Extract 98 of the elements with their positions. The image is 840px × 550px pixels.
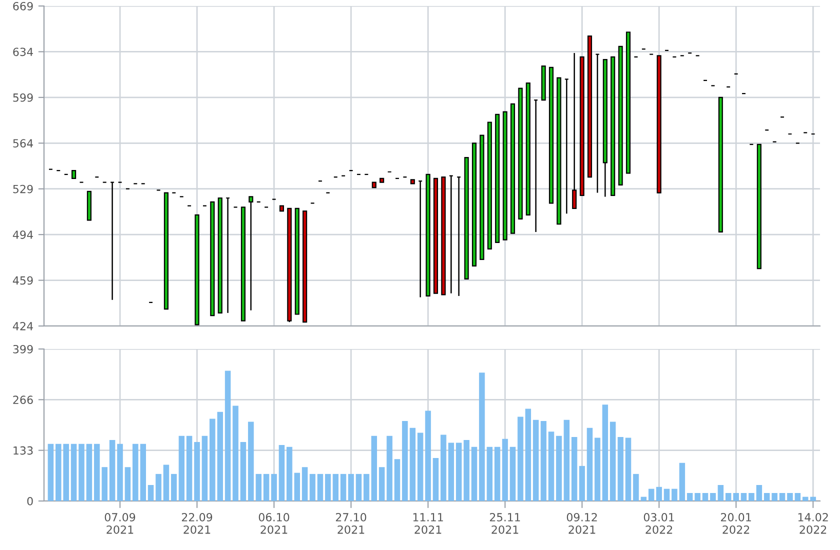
bar <box>787 493 793 501</box>
bar <box>686 493 693 501</box>
y-tick-label: 529 <box>13 184 33 194</box>
bar <box>540 421 546 501</box>
bar <box>594 438 600 501</box>
bar <box>710 493 716 501</box>
candlestick <box>248 196 254 311</box>
y-tick-label: 634 <box>13 48 33 56</box>
x-tick-label: 25.11 2021 <box>490 513 520 534</box>
bar <box>302 467 308 501</box>
bar <box>70 444 77 501</box>
x-tick-label: 27.10 2021 <box>336 513 366 534</box>
candlestick <box>572 52 577 210</box>
y-tick-label: 564 <box>13 139 33 148</box>
bar <box>564 420 570 501</box>
bar <box>748 493 754 501</box>
x-tick-label: 22.09 2021 <box>182 513 212 534</box>
bar <box>271 474 277 501</box>
bar <box>610 422 616 501</box>
y-tick-label: 494 <box>12 230 33 239</box>
bar <box>394 459 400 501</box>
bar <box>579 466 585 501</box>
bar <box>432 458 439 501</box>
y-tick-label: 0 <box>27 496 33 506</box>
bar <box>156 474 162 501</box>
bar <box>224 370 231 501</box>
bar <box>148 485 154 501</box>
bar <box>740 493 747 501</box>
x-tick-label: 06.10 2021 <box>258 513 290 534</box>
x-tick-label: 20.01 2022 <box>720 513 751 534</box>
bar <box>664 488 670 501</box>
x-tick-label: 11.11 2021 <box>413 513 443 534</box>
bar <box>794 493 801 501</box>
bar <box>518 416 524 501</box>
bar <box>556 436 562 501</box>
bar <box>656 486 662 501</box>
bar <box>602 404 608 501</box>
bar <box>725 493 732 501</box>
bar <box>378 467 385 501</box>
bar <box>464 440 470 501</box>
bar <box>756 485 762 501</box>
bar <box>425 410 431 501</box>
bar <box>510 446 516 501</box>
bar <box>194 442 200 501</box>
bar <box>240 442 246 501</box>
bar <box>672 488 678 501</box>
bar <box>625 438 632 501</box>
y-tick-label: 266 <box>13 396 33 404</box>
bar <box>48 444 54 501</box>
bar <box>640 496 647 501</box>
y-tick-label: 399 <box>13 344 33 354</box>
bar <box>532 420 539 501</box>
bar <box>109 440 116 501</box>
bar <box>386 436 392 501</box>
bar <box>163 464 170 501</box>
bar <box>471 446 478 501</box>
bar <box>779 493 786 501</box>
y-tick-label: 599 <box>13 93 33 102</box>
bar <box>310 474 316 501</box>
bar <box>278 445 285 501</box>
y-tick-label: 459 <box>12 276 33 285</box>
bar <box>633 474 639 501</box>
x-tick-label: 03.01 2022 <box>644 513 674 534</box>
bar <box>456 442 462 501</box>
bar <box>356 474 362 501</box>
bar <box>586 428 593 501</box>
bar <box>124 467 131 501</box>
bar <box>702 493 708 501</box>
bar <box>618 437 624 501</box>
bar <box>78 444 84 501</box>
bar <box>486 446 493 501</box>
bar <box>348 474 354 501</box>
bar <box>317 474 324 501</box>
bar <box>186 436 192 501</box>
y-tick-label: 669 <box>13 2 33 10</box>
bar <box>694 493 700 501</box>
bar <box>718 485 724 501</box>
bar <box>479 372 485 501</box>
bar <box>648 488 654 501</box>
bar <box>502 438 508 501</box>
bar <box>340 474 346 501</box>
bar <box>232 406 238 501</box>
bar <box>679 462 686 501</box>
bar <box>202 436 208 501</box>
bar <box>417 432 424 501</box>
bar <box>571 437 578 501</box>
bar <box>733 493 739 501</box>
x-tick-label: 07.09 2021 <box>104 513 136 534</box>
y-tick-label: 424 <box>12 322 33 330</box>
bar <box>117 444 123 501</box>
bar <box>86 444 92 501</box>
bar <box>263 474 270 501</box>
x-tick-label: 09.12 2021 <box>566 513 597 534</box>
bar <box>494 446 500 501</box>
x-tick-label: 14.02 2022 <box>798 513 828 534</box>
bar <box>548 432 554 501</box>
y-tick-label: 133 <box>14 446 33 455</box>
bar <box>525 408 532 501</box>
